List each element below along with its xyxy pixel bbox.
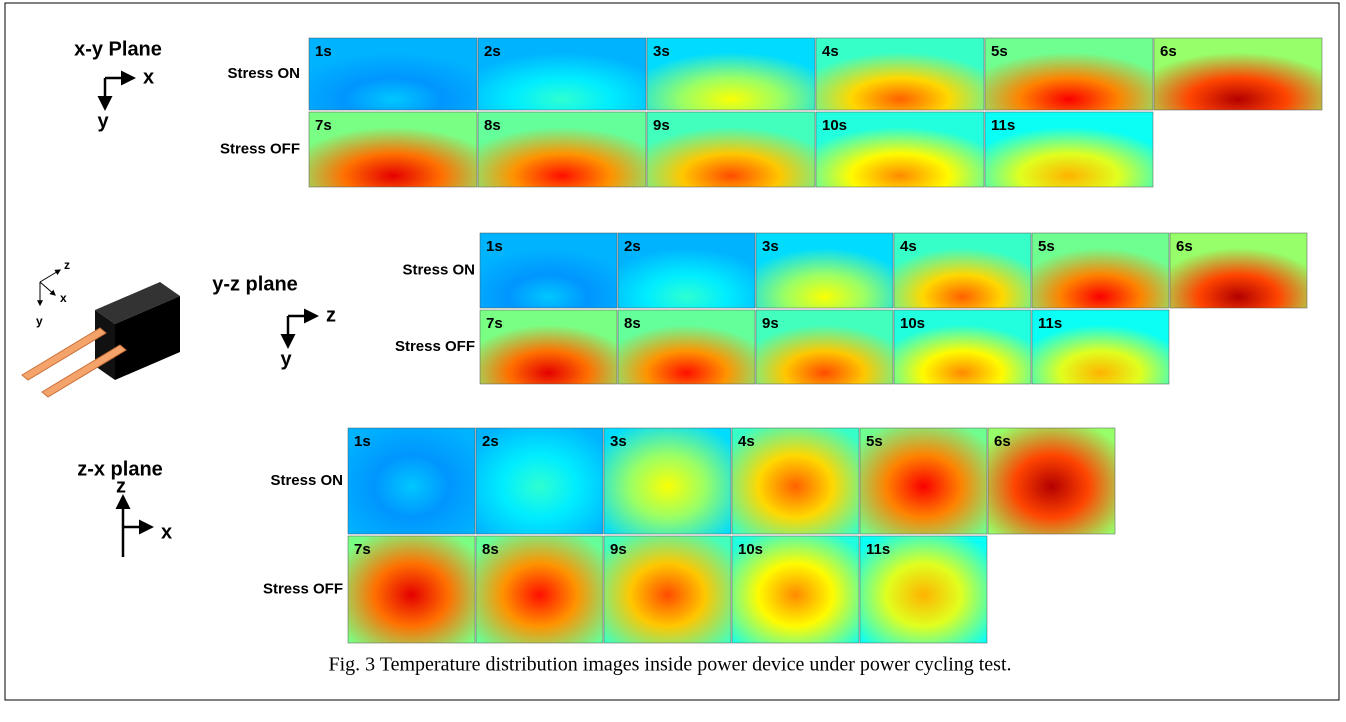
frame-time: 1s xyxy=(486,238,503,255)
frame-time: 11s xyxy=(1038,315,1062,332)
axis-label: y xyxy=(280,348,292,370)
frame-time: 6s xyxy=(1176,238,1193,255)
frame-time: 2s xyxy=(484,43,501,60)
frame-time: 1s xyxy=(354,433,371,450)
row-label: Stress OFF xyxy=(395,338,475,355)
axis-label: x xyxy=(161,521,172,543)
frame-time: 10s xyxy=(900,315,925,332)
frame-time: 5s xyxy=(866,433,883,450)
row-label: Stress ON xyxy=(227,65,300,82)
device: z x y xyxy=(22,258,180,397)
frame-time: 7s xyxy=(486,315,503,332)
heatmap-tile xyxy=(816,38,984,110)
axis-label: x xyxy=(143,66,154,88)
frame-time: 9s xyxy=(610,541,627,558)
frame-time: 6s xyxy=(1160,43,1177,60)
frame-time: 10s xyxy=(738,541,763,558)
axis-label: y xyxy=(36,314,43,328)
frame-time: 1s xyxy=(315,43,332,60)
figure: z x y Fig. 3 Temperature distribution im… xyxy=(0,0,1346,722)
row-label: Stress ON xyxy=(270,472,343,489)
frame-time: 6s xyxy=(994,433,1011,450)
axis-label: x xyxy=(60,291,67,305)
frame-time: 5s xyxy=(991,43,1008,60)
frame-time: 5s xyxy=(1038,238,1055,255)
frame-time: 11s xyxy=(866,541,890,558)
frame-time: 8s xyxy=(482,541,499,558)
heatmap-tile xyxy=(1154,38,1322,110)
panel-title: y-z plane xyxy=(212,273,298,295)
heatmap-tile xyxy=(647,38,815,110)
heatmap-tile xyxy=(309,112,477,187)
axis-label: z xyxy=(326,304,336,326)
row-label: Stress ON xyxy=(402,261,475,278)
frame-time: 9s xyxy=(762,315,779,332)
frame-time: 3s xyxy=(653,43,670,60)
frame-time: 7s xyxy=(315,117,332,134)
frame-time: 10s xyxy=(822,117,847,134)
frame-time: 9s xyxy=(653,117,670,134)
frame-time: 3s xyxy=(762,238,779,255)
panel-title: x-y Plane xyxy=(74,38,162,60)
heatmap-tile xyxy=(478,112,646,187)
frame-time: 8s xyxy=(484,117,501,134)
heatmap-tile xyxy=(647,112,815,187)
row-label: Stress OFF xyxy=(220,140,300,157)
axis-label: y xyxy=(97,110,109,132)
frame-time: 7s xyxy=(354,541,371,558)
heatmap-tile xyxy=(478,38,646,110)
frame-time: 2s xyxy=(482,433,499,450)
axis-label: z xyxy=(64,258,70,272)
row-label: Stress OFF xyxy=(263,580,343,597)
frame-time: 2s xyxy=(624,238,641,255)
caption: Fig. 3 Temperature distribution images i… xyxy=(328,654,1011,676)
frame-time: 8s xyxy=(624,315,641,332)
heatmap-tile xyxy=(985,38,1153,110)
frame-time: 4s xyxy=(738,433,755,450)
frame-time: 4s xyxy=(900,238,917,255)
heatmap-tile xyxy=(309,38,477,110)
frame-time: 4s xyxy=(822,43,839,60)
frame-time: 11s xyxy=(991,117,1015,134)
axis-label: z xyxy=(116,475,126,497)
frame-time: 3s xyxy=(610,433,627,450)
